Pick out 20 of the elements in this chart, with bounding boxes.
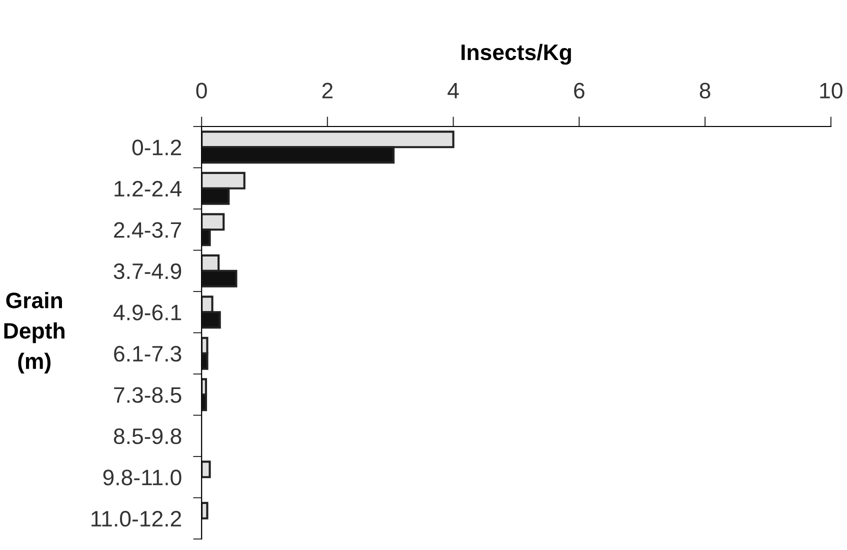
x-tick-label: 10	[820, 82, 842, 98]
x-tick-label: 4	[448, 82, 459, 98]
y-tick-label: 4.9-6.1	[113, 304, 182, 320]
bar	[202, 460, 211, 478]
x-tick-label: 8	[700, 82, 710, 98]
y-tick-label: 1.2-2.4	[114, 180, 182, 196]
y-tick-label: 9.8-11.0	[103, 470, 182, 486]
y-tick-label: 2.4-3.7	[114, 222, 182, 238]
x-tick-label: 6	[574, 82, 584, 98]
y-tick-label: 0-1.2	[132, 140, 182, 156]
y-tick-label: 3.7-4.9	[114, 263, 182, 280]
bar	[202, 502, 208, 520]
x-tick-label: 2	[322, 82, 333, 98]
y-tick-label: 11.0-12.2	[92, 510, 182, 527]
x-axis-title: Insects/Kg	[462, 44, 571, 65]
x-tick-label: 0	[196, 82, 207, 98]
y-tick-label: 8.5-9.8	[114, 428, 182, 444]
y-tick-label: 7.3-8.5	[114, 387, 182, 403]
y-tick-label: 6.1-7.3	[114, 346, 182, 362]
y-axis-title: Grain Depth (m)	[4, 292, 64, 374]
